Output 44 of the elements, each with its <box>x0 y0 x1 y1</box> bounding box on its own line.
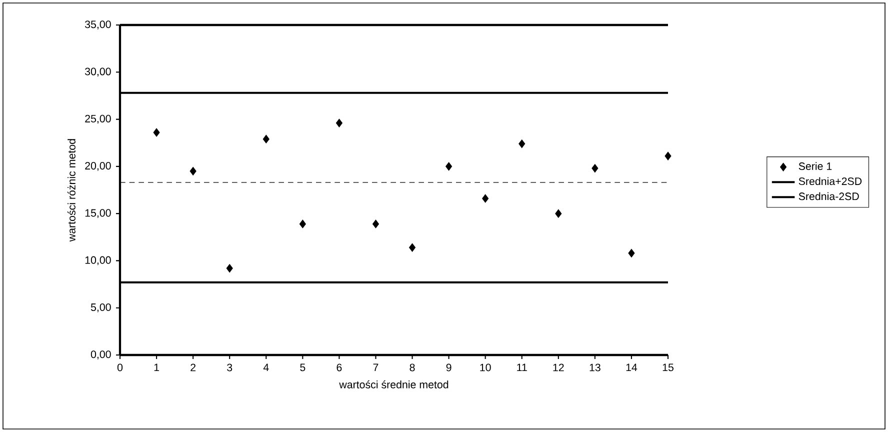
x-tick-label: 8 <box>410 364 415 372</box>
point <box>482 194 489 203</box>
point <box>555 209 562 218</box>
y-tick-label: 35,00 <box>84 20 111 30</box>
legend-label: Srednia-2SD <box>798 192 859 200</box>
point <box>592 164 598 173</box>
point <box>226 264 233 273</box>
x-tick-label: 7 <box>373 364 378 372</box>
y-tick-label: 0,00 <box>90 350 111 360</box>
x-tick-label: 1 <box>154 364 159 372</box>
y-tick-label: 5,00 <box>90 303 111 312</box>
x-tick-label: 13 <box>590 364 600 372</box>
x-tick-label: 6 <box>336 364 342 372</box>
point <box>153 128 160 137</box>
point <box>299 220 306 228</box>
point <box>190 166 196 176</box>
y-tick-label: 15,00 <box>85 209 111 218</box>
legend-label: Serie 1 <box>798 162 832 170</box>
x-axis-title: wartości średnie metod <box>339 380 448 388</box>
x-tick-label: 3 <box>227 364 232 372</box>
x-tick-label: 4 <box>263 364 269 372</box>
x-tick-label: 5 <box>300 364 306 372</box>
point <box>409 243 416 252</box>
x-tick-label: 14 <box>626 364 638 372</box>
x-tick-label: 9 <box>446 364 452 372</box>
legend-label: Srednia+2SD <box>798 177 862 186</box>
point <box>336 118 342 128</box>
point <box>518 140 526 148</box>
point <box>628 248 635 258</box>
x-tick-label: 0 <box>117 364 123 372</box>
x-tick-label: 2 <box>190 364 196 372</box>
y-tick-label: 20,00 <box>85 162 111 171</box>
y-tick-label: 10,00 <box>85 256 111 266</box>
y-tick-label: 25,00 <box>85 114 111 124</box>
point <box>446 162 452 171</box>
x-tick-label: 12 <box>553 364 564 372</box>
point <box>372 220 380 228</box>
x-tick-label: 11 <box>517 364 527 372</box>
point <box>664 152 672 160</box>
y-axis-title: wartości różnic metod <box>67 139 76 242</box>
x-tick-label: 15 <box>662 364 674 372</box>
y-tick-label: 30,00 <box>84 68 111 77</box>
x-tick-label: 10 <box>480 364 491 372</box>
point <box>262 134 270 144</box>
